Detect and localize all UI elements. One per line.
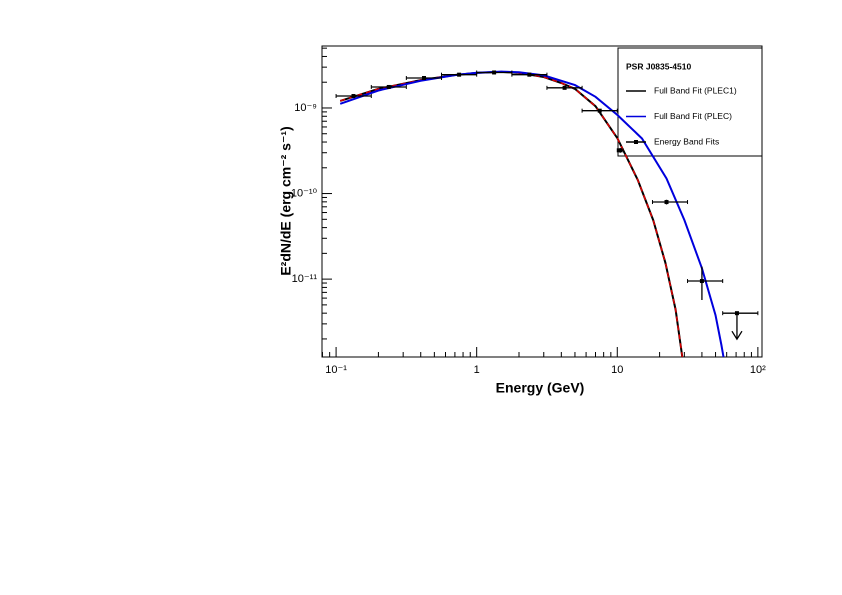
point: [664, 200, 669, 205]
fit-curve-overlay: [339, 71, 684, 358]
point: [699, 279, 704, 284]
point: [618, 148, 623, 153]
fit-curve: [339, 70, 725, 358]
y-tick-label: 10⁻⁹: [294, 102, 317, 114]
y-tick-label: 10⁻¹⁰: [291, 187, 318, 199]
legend-marker: [634, 140, 638, 144]
point: [562, 85, 567, 90]
x-tick-label: 10⁻¹: [325, 364, 347, 376]
legend-label: Energy Band Fits: [654, 136, 719, 146]
point: [734, 311, 739, 316]
x-tick-label: 1: [474, 364, 480, 376]
y-tick-label: 10⁻¹¹: [292, 273, 318, 285]
y-axis-title: E²dN/dE (erg cm⁻² s⁻¹): [278, 126, 294, 275]
x-tick-label: 10: [611, 364, 623, 376]
point: [527, 72, 532, 77]
point: [597, 108, 602, 113]
point: [457, 72, 462, 77]
legend-title: PSR J0835-4510: [626, 61, 691, 71]
point: [492, 70, 497, 75]
point: [386, 84, 391, 89]
point: [351, 94, 356, 99]
x-axis-title: Energy (GeV): [496, 380, 585, 396]
point: [422, 76, 427, 81]
legend-label: Full Band Fit (PLEC): [654, 111, 732, 121]
upper-limit-head: [731, 330, 743, 341]
x-tick-label: 10²: [750, 364, 766, 376]
legend-label: Full Band Fit (PLEC1): [654, 85, 737, 95]
